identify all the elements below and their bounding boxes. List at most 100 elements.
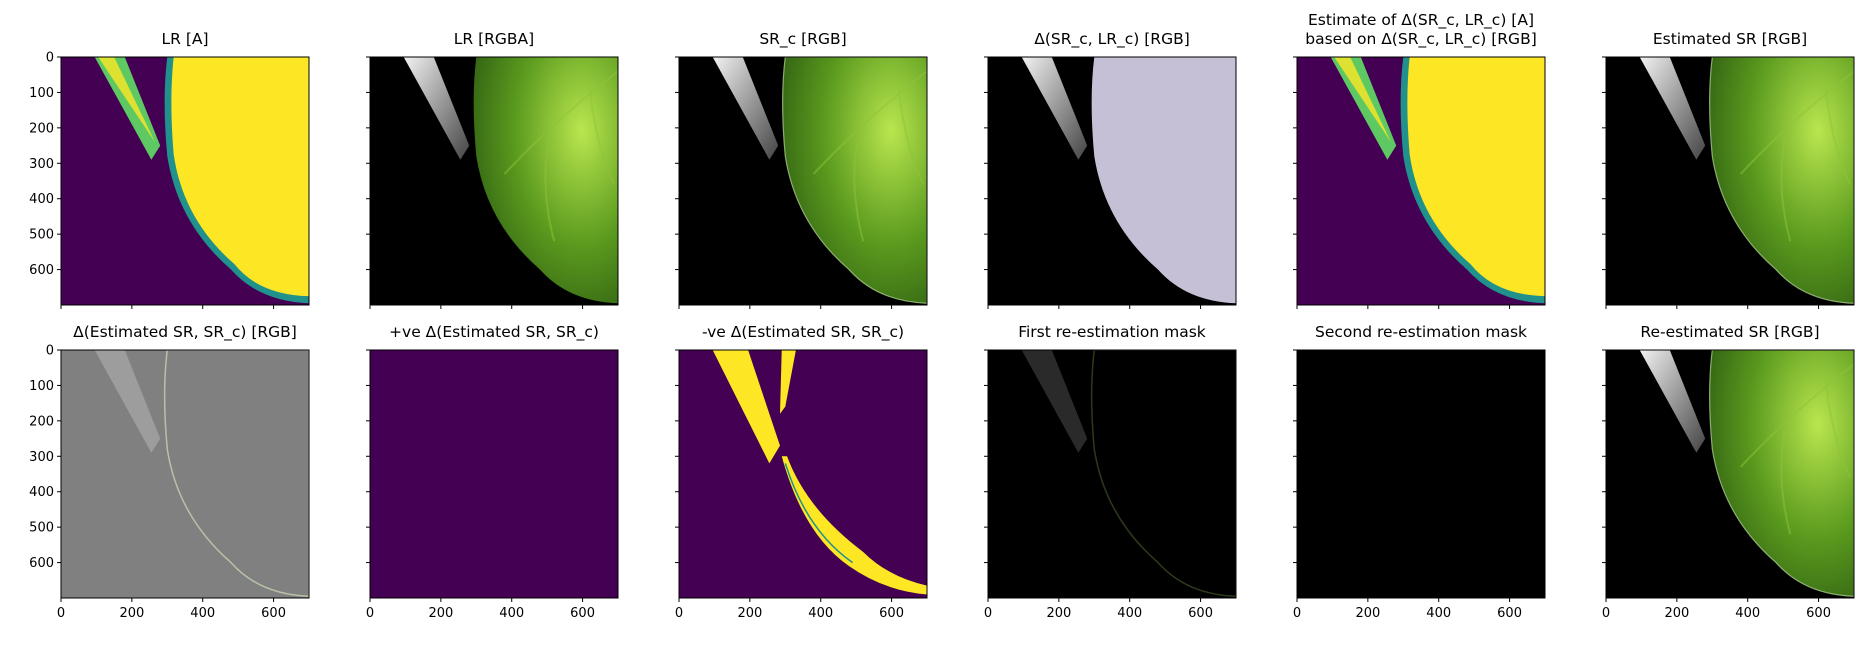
x-tick-label: 400 — [1426, 606, 1451, 621]
x-axis: 0 200 400 600 — [366, 598, 595, 621]
panel-title: Re-estimated SR [RGB] — [1640, 323, 1820, 341]
panel-second_mask: 0 200 400 600 — [1293, 349, 1546, 621]
mask-background — [370, 350, 618, 598]
axes-frame — [987, 349, 1237, 599]
y-axis — [1602, 349, 1606, 564]
y-tick-label: 200 — [29, 414, 54, 429]
panel-image — [1606, 57, 1854, 305]
x-axis: 0 200 400 600 — [1602, 598, 1831, 621]
panel-image — [1297, 350, 1545, 598]
panel-title: Estimate of Δ(SR_c, LR_c) [A] based on Δ… — [1305, 11, 1537, 48]
panel-title: Δ(Estimated SR, SR_c) [RGB] — [73, 323, 297, 341]
stem-region — [1639, 350, 1706, 453]
x-tick-label: 0 — [366, 606, 374, 621]
leaf-region — [1091, 57, 1236, 304]
y-tick-label: 500 — [29, 521, 54, 536]
x-axis — [1296, 305, 1511, 309]
y-tick-label: 500 — [29, 228, 54, 243]
x-tick-label: 600 — [1497, 606, 1522, 621]
axes-frame — [1296, 349, 1546, 599]
panel-image — [679, 350, 927, 598]
panel-title: Δ(SR_c, LR_c) [RGB] — [1034, 30, 1190, 48]
x-axis: 0 200 400 600 — [675, 598, 904, 621]
panel-lr_a: 0 100 200 300 400 500 600 — [29, 51, 310, 309]
x-axis — [678, 305, 893, 309]
y-tick-label: 200 — [29, 121, 54, 136]
panel-title: LR [RGBA] — [453, 30, 535, 48]
y-axis — [984, 56, 988, 271]
stem-region — [1021, 57, 1088, 160]
x-tick-label: 600 — [1806, 606, 1831, 621]
panel-title: +ve Δ(Estimated SR, SR_c) — [389, 323, 599, 341]
panel-image — [370, 350, 618, 598]
axes-frame — [678, 56, 928, 306]
x-tick-label: 0 — [675, 606, 683, 621]
y-axis — [1293, 56, 1297, 271]
mask-background — [1297, 350, 1545, 598]
y-tick-label: 600 — [29, 263, 54, 278]
x-axis — [60, 305, 275, 309]
axes-frame — [60, 349, 310, 599]
panel-image — [61, 350, 309, 598]
y-axis: 0 100 200 300 400 500 600 — [29, 344, 61, 571]
y-axis — [984, 349, 988, 564]
y-tick-label: 100 — [29, 379, 54, 394]
y-tick-label: 100 — [29, 86, 54, 101]
y-tick-label: 400 — [29, 192, 54, 207]
x-tick-label: 200 — [119, 606, 144, 621]
panel-image — [1297, 57, 1545, 305]
panel-lr_rgba — [366, 56, 619, 309]
panel-title: LR [A] — [161, 30, 209, 48]
panel-title: First re-estimation mask — [1018, 323, 1206, 341]
x-tick-label: 400 — [499, 606, 524, 621]
x-tick-label: 200 — [1355, 606, 1380, 621]
panel-title: Estimated SR [RGB] — [1652, 30, 1808, 48]
y-axis — [1293, 349, 1297, 564]
panel-image — [1606, 350, 1854, 598]
axes-frame — [1605, 56, 1855, 306]
leaf-region — [171, 57, 309, 297]
y-axis: 0 100 200 300 400 500 600 — [29, 51, 61, 278]
x-axis — [987, 305, 1202, 309]
y-tick-label: 600 — [29, 556, 54, 571]
axes-frame — [987, 56, 1237, 306]
panel-estimated_sr — [1602, 56, 1855, 309]
panel-title: SR_c [RGB] — [759, 30, 847, 48]
panel-delta_sr_lr — [984, 56, 1237, 309]
y-tick-label: 300 — [29, 450, 54, 465]
panel-title: -ve Δ(Estimated SR, SR_c) — [701, 323, 905, 341]
axes-frame — [369, 56, 619, 306]
stem-region — [94, 350, 161, 453]
x-tick-label: 400 — [1735, 606, 1760, 621]
stem-region — [712, 350, 780, 464]
panel-neg_delta: 0 200 400 600 — [675, 349, 928, 621]
x-axis: 0 200 400 600 — [1293, 598, 1522, 621]
x-tick-label: 400 — [190, 606, 215, 621]
axes-frame — [60, 56, 310, 306]
x-axis: 0 200 400 600 — [984, 598, 1213, 621]
x-tick-label: 200 — [1046, 606, 1071, 621]
panel-first_mask: 0 200 400 600 — [984, 349, 1237, 621]
stem-region — [94, 57, 161, 160]
x-axis: 0 200 400 600 — [57, 598, 286, 621]
stem-region — [403, 57, 470, 160]
panel-sr_c — [675, 56, 928, 309]
stem-region — [1639, 57, 1706, 160]
y-axis — [366, 349, 370, 564]
mask-background — [679, 350, 927, 598]
y-axis — [675, 56, 679, 271]
y-axis — [366, 56, 370, 271]
leaf-edge — [781, 456, 927, 595]
panel-estimate_delta — [1293, 56, 1546, 309]
y-tick-label: 0 — [46, 344, 54, 359]
axes-frame — [1296, 56, 1546, 306]
x-tick-label: 600 — [879, 606, 904, 621]
x-tick-label: 400 — [1117, 606, 1142, 621]
panel-re_estimated_sr: 0 200 400 600 — [1602, 349, 1855, 621]
panel-title: Second re-estimation mask — [1315, 323, 1527, 341]
x-tick-label: 0 — [1602, 606, 1610, 621]
y-tick-label: 0 — [46, 51, 54, 66]
x-axis — [369, 305, 584, 309]
panel-image — [988, 350, 1236, 598]
panel-delta_est_sr: 0 100 200 300 400 500 600 0 200 400 600 — [29, 344, 310, 621]
